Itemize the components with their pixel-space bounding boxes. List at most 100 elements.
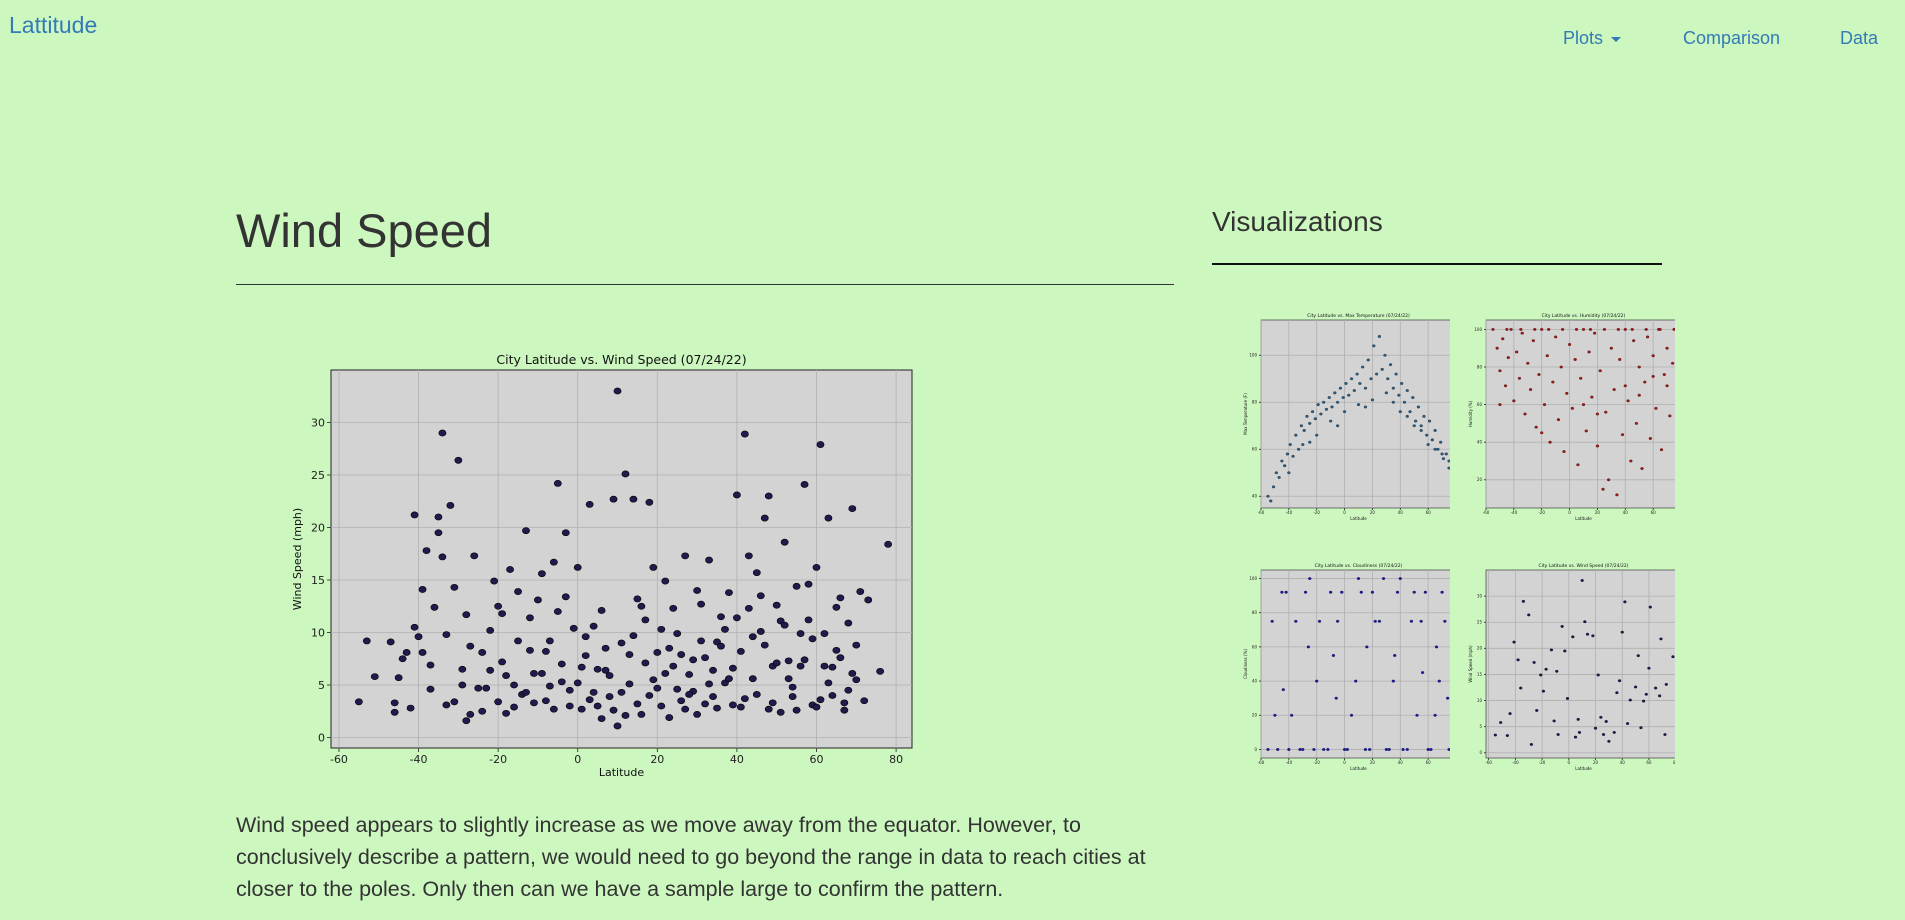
data-point — [1637, 365, 1641, 369]
plots-dropdown[interactable]: Plots — [1563, 28, 1622, 49]
plot-area — [1260, 319, 1450, 509]
data-point — [1349, 713, 1354, 717]
y-tick-label: 60 — [1252, 447, 1258, 452]
data-point — [661, 670, 670, 677]
data-point — [776, 708, 785, 716]
data-point — [1276, 748, 1280, 751]
comparison-link[interactable]: Comparison — [1683, 28, 1781, 48]
data-point — [1552, 719, 1556, 723]
data-point — [800, 481, 809, 488]
thumbnail-cloudiness[interactable]: -60-40-20020406080020406080100City Latit… — [1240, 560, 1450, 770]
data-point — [1331, 654, 1336, 657]
data-point — [1617, 679, 1622, 683]
data-point — [1409, 619, 1414, 623]
data-point — [478, 649, 487, 656]
data-point — [641, 659, 650, 667]
y-tick-label: 20 — [1477, 477, 1483, 482]
data-point — [1585, 632, 1590, 636]
data-point — [768, 699, 777, 707]
data-point — [1654, 406, 1658, 410]
data-point — [1433, 447, 1437, 451]
data-link[interactable]: Data — [1840, 28, 1879, 48]
data-point — [1648, 437, 1652, 440]
data-point — [1626, 399, 1630, 403]
y-tick-label: 0 — [1254, 747, 1257, 752]
thumbnail-max-temperature[interactable]: -60-40-20020406080406080100City Latitude… — [1240, 310, 1450, 520]
data-point — [1604, 720, 1608, 723]
x-tick-label: 40 — [730, 753, 744, 766]
data-point — [1623, 328, 1627, 331]
data-point — [1599, 715, 1603, 719]
data-point — [725, 675, 733, 683]
data-point — [1620, 630, 1624, 634]
data-point — [526, 646, 534, 654]
x-axis-label: Latitude — [1575, 516, 1592, 520]
thumbnail-humidity[interactable]: -60-40-2002040608020406080100City Latitu… — [1465, 310, 1675, 520]
data-point — [780, 538, 789, 546]
x-tick-label: 80 — [889, 753, 903, 766]
data-point — [740, 430, 749, 438]
data-point — [478, 707, 487, 715]
data-point — [1305, 414, 1309, 418]
data-point — [808, 635, 817, 643]
data-point — [589, 622, 598, 630]
data-point — [474, 684, 483, 692]
data-point — [1542, 403, 1547, 406]
data-point — [1563, 649, 1567, 653]
data-point — [653, 649, 662, 656]
data-point — [637, 710, 646, 718]
data-point — [609, 706, 618, 714]
y-axis-label: Cloudiness (%) — [1243, 649, 1248, 679]
data-point — [844, 686, 853, 694]
x-tick-label: 20 — [1370, 760, 1376, 765]
data-point — [1528, 388, 1533, 391]
data-point — [629, 495, 638, 503]
data-point — [860, 697, 869, 705]
data-point — [1615, 691, 1619, 695]
data-point — [561, 593, 570, 601]
data-point — [1338, 386, 1342, 390]
data-point — [1668, 414, 1672, 418]
y-axis-label: Wind Speed (mph) — [1468, 645, 1473, 683]
data-point — [1618, 358, 1622, 361]
data-point — [1535, 709, 1539, 712]
data-point — [402, 649, 411, 656]
data-point — [466, 642, 475, 650]
data-point — [816, 696, 825, 704]
x-tick-label: -40 — [1286, 760, 1293, 765]
y-axis-label: Max Temperature (F) — [1243, 393, 1248, 435]
x-tick-label: -20 — [1313, 760, 1320, 765]
data-point — [729, 701, 737, 709]
data-point — [1333, 391, 1337, 395]
data-point — [1370, 590, 1375, 594]
data-point — [625, 680, 634, 688]
data-point — [1548, 440, 1552, 444]
data-point — [1565, 697, 1570, 700]
plots-dropdown-label: Plots — [1563, 28, 1604, 48]
data-point — [1284, 590, 1288, 594]
x-tick-label: -20 — [489, 753, 507, 766]
data-point — [1336, 400, 1340, 404]
data-point — [661, 577, 670, 585]
data-point — [1291, 454, 1295, 458]
thumbnail-wind-speed[interactable]: -60 -40 -20 0 20 40 60 80 0 5 10 15 20 25 30 City Latit… — [1465, 560, 1675, 770]
data-point — [1345, 748, 1349, 751]
data-point — [1493, 733, 1497, 737]
data-point — [1632, 339, 1636, 343]
data-point — [462, 611, 471, 619]
data-point — [1651, 374, 1655, 378]
data-point — [553, 608, 562, 615]
data-point — [422, 547, 431, 554]
y-tick-label: 5 — [318, 679, 325, 692]
data-point — [1334, 696, 1338, 700]
data-point — [1375, 372, 1379, 376]
brand-link[interactable]: Lattitude — [9, 12, 98, 38]
data-point — [410, 623, 419, 631]
data-point — [1447, 748, 1450, 751]
data-point — [458, 665, 467, 673]
data-point — [1573, 358, 1577, 361]
data-point — [1587, 350, 1591, 354]
data-point — [438, 429, 447, 437]
data-point — [740, 695, 749, 703]
data-point — [1636, 654, 1640, 658]
